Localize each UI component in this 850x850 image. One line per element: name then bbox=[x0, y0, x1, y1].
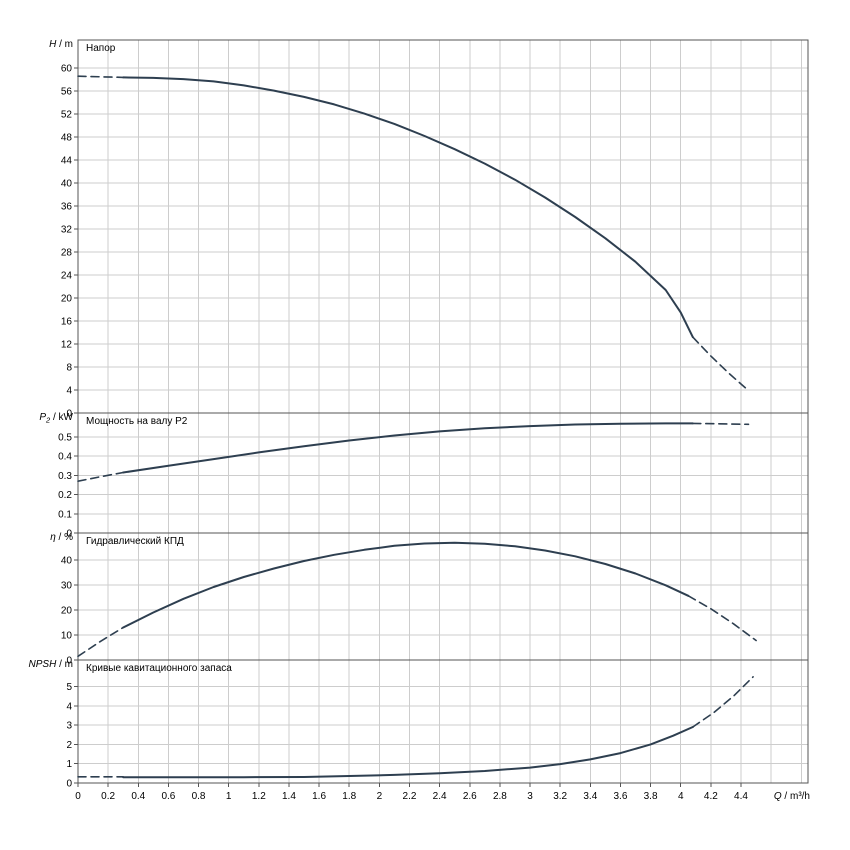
y-tick-label: 5 bbox=[66, 682, 72, 693]
y-tick-label: 56 bbox=[61, 87, 73, 98]
shaft-power-curve bbox=[122, 422, 694, 474]
x-tick-label: 3.6 bbox=[614, 791, 628, 802]
y-tick-label: 1 bbox=[66, 759, 72, 770]
y-tick-label: 0 bbox=[66, 779, 72, 790]
y-tick-label: 40 bbox=[61, 179, 73, 190]
x-axis-label: Q / m³/h bbox=[774, 791, 810, 802]
y-tick-label: 0 bbox=[66, 409, 72, 420]
x-tick-label: 4.2 bbox=[704, 791, 718, 802]
y-tick-label: 36 bbox=[61, 202, 73, 213]
y-tick-label: 0.3 bbox=[58, 471, 72, 482]
x-tick-label: 2.4 bbox=[433, 791, 447, 802]
x-tick-label: 0.6 bbox=[161, 791, 175, 802]
efficiency-curve bbox=[122, 541, 690, 629]
y-tick-label: 48 bbox=[61, 133, 73, 144]
y-tick-label: 0.2 bbox=[58, 490, 72, 501]
x-tick-label: 4 bbox=[678, 791, 684, 802]
chart-border bbox=[77, 39, 809, 784]
y-tick-label: 3 bbox=[66, 721, 72, 732]
y-tick-label: 20 bbox=[61, 294, 73, 305]
x-tick-label: 0 bbox=[75, 791, 81, 802]
y-tick-label: 44 bbox=[61, 156, 73, 167]
x-tick-label: 2.8 bbox=[493, 791, 507, 802]
y-tick-label: 16 bbox=[61, 317, 73, 328]
head-curve bbox=[122, 76, 694, 339]
x-tick-label: 0.2 bbox=[101, 791, 115, 802]
head-curve-extrapolated bbox=[691, 336, 750, 392]
panel-title: Кривые кавитационного запаса bbox=[86, 663, 232, 674]
efficiency-curve-extrapolated bbox=[687, 594, 757, 642]
y-tick-label: 0.5 bbox=[58, 433, 72, 444]
y-tick-label: 4 bbox=[66, 386, 72, 397]
panel-title: Гидравлический КПД bbox=[86, 536, 184, 547]
y-axis-label: η / % bbox=[50, 532, 73, 543]
y-tick-label: 52 bbox=[61, 110, 73, 121]
y-tick-label: 40 bbox=[61, 556, 73, 567]
y-tick-label: 8 bbox=[66, 363, 72, 374]
head-curve-extrapolated bbox=[77, 75, 124, 79]
y-tick-label: 12 bbox=[61, 340, 73, 351]
x-tick-label: 3.2 bbox=[553, 791, 567, 802]
y-axis-label: H / m bbox=[49, 39, 73, 50]
x-tick-label: 0.8 bbox=[192, 791, 206, 802]
npsh-curve bbox=[122, 726, 694, 779]
x-tick-label: 3.4 bbox=[583, 791, 597, 802]
panel-title: Напор bbox=[86, 43, 116, 54]
shaft-power-curve-extrapolated bbox=[77, 471, 124, 483]
x-tick-label: 2.6 bbox=[463, 791, 477, 802]
y-tick-label: 0.4 bbox=[58, 452, 72, 463]
x-tick-label: 0.4 bbox=[131, 791, 145, 802]
x-tick-label: 1 bbox=[226, 791, 232, 802]
x-tick-label: 1.2 bbox=[252, 791, 266, 802]
efficiency-curve-extrapolated bbox=[77, 626, 124, 658]
y-axis-label: NPSH / m bbox=[29, 659, 73, 670]
y-axis-label: P2 / kW bbox=[39, 412, 73, 425]
y-tick-label: 24 bbox=[61, 271, 73, 282]
y-tick-label: 28 bbox=[61, 248, 73, 259]
y-tick-label: 32 bbox=[61, 225, 73, 236]
y-tick-label: 2 bbox=[66, 740, 72, 751]
panel-title: Мощность на валу P2 bbox=[86, 416, 188, 427]
y-tick-label: 20 bbox=[61, 606, 73, 617]
x-tick-label: 2.2 bbox=[403, 791, 417, 802]
y-tick-label: 4 bbox=[66, 701, 72, 712]
x-tick-label: 3.8 bbox=[644, 791, 658, 802]
x-tick-label: 4.4 bbox=[734, 791, 748, 802]
y-tick-label: 60 bbox=[61, 64, 73, 75]
y-tick-label: 0.1 bbox=[58, 509, 72, 520]
y-tick-label: 0 bbox=[66, 656, 72, 667]
y-tick-label: 30 bbox=[61, 581, 73, 592]
shaft-power-curve-extrapolated bbox=[691, 422, 750, 426]
y-tick-label: 10 bbox=[61, 631, 73, 642]
x-tick-label: 2 bbox=[377, 791, 383, 802]
y-tick-label: 0 bbox=[66, 529, 72, 540]
npsh-curve-extrapolated bbox=[691, 675, 754, 728]
x-tick-label: 1.6 bbox=[312, 791, 326, 802]
x-tick-label: 1.4 bbox=[282, 791, 296, 802]
x-tick-label: 1.8 bbox=[342, 791, 356, 802]
x-tick-label: 3 bbox=[527, 791, 533, 802]
